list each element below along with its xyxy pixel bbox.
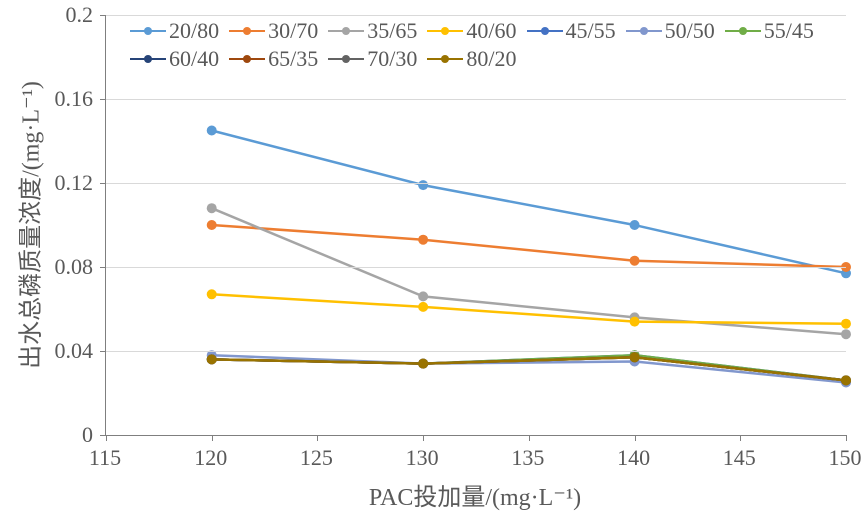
x-tick-mark (106, 435, 107, 441)
series-marker (630, 317, 640, 327)
series-marker (207, 220, 217, 230)
legend-label: 55/45 (764, 18, 814, 44)
legend: 20/80 30/70 35/65 40/60 45/55 50/50 55/45 60/40… (130, 18, 830, 72)
legend-label: 50/50 (665, 18, 715, 44)
series-marker (418, 180, 428, 190)
legend-swatch (328, 58, 364, 61)
series-marker (418, 359, 428, 369)
x-tick-mark (317, 435, 318, 441)
legend-swatch (229, 58, 265, 61)
series-marker (630, 256, 640, 266)
x-tick-label: 135 (511, 445, 544, 471)
x-tick-label: 140 (617, 445, 650, 471)
series-marker (207, 203, 217, 213)
series-marker (418, 291, 428, 301)
chart-container: 20/80 30/70 35/65 40/60 45/55 50/50 55/45 60/40… (0, 0, 865, 521)
x-tick-mark (423, 435, 424, 441)
legend-swatch (725, 30, 761, 33)
series-line (212, 225, 846, 267)
series-marker (630, 220, 640, 230)
legend-label: 65/35 (268, 46, 318, 72)
legend-label: 30/70 (268, 18, 318, 44)
legend-label: 40/60 (466, 18, 516, 44)
legend-label: 70/30 (367, 46, 417, 72)
x-tick-label: 130 (406, 445, 439, 471)
legend-swatch (626, 30, 662, 33)
legend-item: 65/35 (229, 46, 318, 72)
gridline (106, 99, 846, 100)
y-tick-mark (100, 99, 106, 100)
series-marker (841, 319, 851, 329)
y-tick-mark (100, 351, 106, 352)
legend-label: 60/40 (169, 46, 219, 72)
plot-area (105, 15, 846, 436)
gridline (106, 15, 846, 16)
series-marker (841, 329, 851, 339)
x-tick-mark (212, 435, 213, 441)
y-tick-label: 0 (33, 422, 93, 448)
y-tick-mark (100, 15, 106, 16)
series-marker (207, 289, 217, 299)
legend-swatch (130, 58, 166, 61)
series-line (212, 357, 846, 380)
y-tick-mark (100, 183, 106, 184)
x-tick-mark (846, 435, 847, 441)
x-tick-label: 120 (194, 445, 227, 471)
legend-swatch (130, 30, 166, 33)
legend-item: 30/70 (229, 18, 318, 44)
legend-swatch (427, 30, 463, 33)
legend-swatch (328, 30, 364, 33)
series-marker (841, 375, 851, 385)
legend-label: 35/65 (367, 18, 417, 44)
legend-item: 70/30 (328, 46, 417, 72)
series-marker (207, 354, 217, 364)
y-axis-label: 出水总磷质量浓度/(mg·L⁻¹) (11, 81, 46, 369)
x-tick-label: 150 (829, 445, 862, 471)
legend-item: 60/40 (130, 46, 219, 72)
legend-item: 35/65 (328, 18, 417, 44)
legend-label: 20/80 (169, 18, 219, 44)
series-marker (207, 126, 217, 136)
y-tick-mark (100, 267, 106, 268)
legend-swatch (427, 58, 463, 61)
x-tick-mark (740, 435, 741, 441)
series-marker (630, 352, 640, 362)
series-marker (418, 235, 428, 245)
legend-swatch (229, 30, 265, 33)
legend-item: 40/60 (427, 18, 516, 44)
legend-label: 45/55 (566, 18, 616, 44)
series-line (212, 131, 846, 274)
x-tick-label: 115 (89, 445, 121, 471)
x-tick-mark (635, 435, 636, 441)
gridline (106, 267, 846, 268)
legend-item: 50/50 (626, 18, 715, 44)
legend-item: 20/80 (130, 18, 219, 44)
series-marker (418, 302, 428, 312)
gridline (106, 183, 846, 184)
x-axis-label: PAC投加量/(mg·L⁻¹) (369, 477, 581, 512)
y-tick-label: 0.16 (33, 86, 93, 112)
series-line (212, 294, 846, 323)
y-tick-label: 0.08 (33, 254, 93, 280)
legend-label: 80/20 (466, 46, 516, 72)
y-tick-label: 0.04 (33, 338, 93, 364)
legend-swatch (527, 30, 563, 33)
chart-svg (106, 15, 846, 435)
y-tick-label: 0.12 (33, 170, 93, 196)
y-tick-label: 0.2 (33, 2, 93, 28)
x-tick-label: 125 (300, 445, 333, 471)
x-tick-mark (529, 435, 530, 441)
legend-item: 45/55 (527, 18, 616, 44)
x-tick-label: 145 (723, 445, 756, 471)
gridline (106, 351, 846, 352)
legend-item: 80/20 (427, 46, 516, 72)
legend-item: 55/45 (725, 18, 814, 44)
